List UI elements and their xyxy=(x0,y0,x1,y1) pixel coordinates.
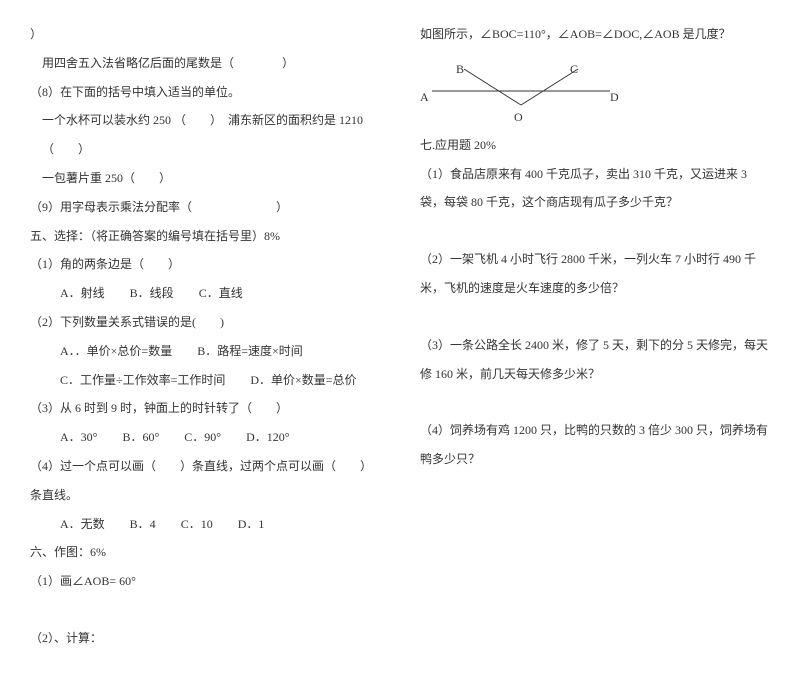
choice-c: C．10 xyxy=(181,517,213,531)
q9: （9）用字母表示乘法分配率（ ） xyxy=(30,193,380,222)
q8: （8）在下面的括号中填入适当的单位。 xyxy=(30,78,380,107)
choice-row: A．射线 B．线段 C．直线 xyxy=(30,279,380,308)
q7-4: （4）饲养场有鸡 1200 只，比鸭的只数的 3 倍少 300 只，饲养场有鸭多… xyxy=(420,416,770,474)
choice-a: A．30° xyxy=(60,430,97,444)
choice-a: A．无数 xyxy=(60,517,105,531)
q7-2: （2）一架飞机 4 小时飞行 2800 千米，一列火车 7 小时行 490 千米… xyxy=(420,245,770,303)
section-6-heading: 六、作图：6% xyxy=(30,538,380,567)
choice-b: B．60° xyxy=(122,430,159,444)
line: 一个水杯可以装水约 250 （ ） 浦东新区的面积约是 1210（ ） xyxy=(30,106,380,164)
choice-d: D．单价×数量=总价 xyxy=(250,373,356,387)
choice-c: C．直线 xyxy=(199,286,243,300)
section-5-heading: 五、选择：（将正确答案的编号填在括号里）8% xyxy=(30,222,380,251)
q1: （1）角的两条边是（ ） xyxy=(30,250,380,279)
q6-2: （2）、计算： xyxy=(30,624,380,653)
choice-b: B．线段 xyxy=(130,286,174,300)
choice-b: B．路程=速度×时间 xyxy=(197,344,303,358)
choice-d: D．120° xyxy=(246,430,289,444)
diagram-question: 如图所示，∠BOC=110°，∠AOB=∠DOC,∠AOB 是几度？ xyxy=(420,20,770,49)
line: 一包薯片重 250（ ） xyxy=(30,164,380,193)
line: 用四舍五入法省略亿后面的尾数是（ ） xyxy=(30,49,380,78)
choice-b: B．4 xyxy=(130,517,156,531)
choice-c: C．工作量÷工作效率=工作时间 xyxy=(60,373,225,387)
q3: （3）从 6 时到 9 时，钟面上的时针转了（ ） xyxy=(30,394,380,423)
q4: （4）过一个点可以画（ ）条直线，过两个点可以画（ ）条直线。 xyxy=(30,452,380,510)
q7-3: （3）一条公路全长 2400 米，修了 5 天，剩下的分 5 天修完，每天修 1… xyxy=(420,331,770,389)
choice-a: A．．单价×总价=数量 xyxy=(60,344,172,358)
q2: （2）下列数量关系式错误的是( ) xyxy=(30,308,380,337)
line: ） xyxy=(30,20,380,49)
choice-a: A．射线 xyxy=(60,286,105,300)
choice-d: D．1 xyxy=(238,517,265,531)
q7-1: （1）食品店原来有 400 千克瓜子，卖出 310 千克，又运进来 3 袋，每袋… xyxy=(420,160,770,218)
angle-diagram: B C A D O xyxy=(420,55,640,125)
choice-row: A．30° B．60° C．90° D．120° xyxy=(30,423,380,452)
section-7-heading: 七.应用题 20% xyxy=(420,131,770,160)
q6-1: （1）画∠AOB= 60° xyxy=(30,567,380,596)
left-column: ） 用四舍五入法省略亿后面的尾数是（ ） （8）在下面的括号中填入适当的单位。 … xyxy=(30,20,380,653)
choice-row: A．．单价×总价=数量 B．路程=速度×时间 xyxy=(30,337,380,366)
angle-svg xyxy=(424,59,624,119)
choice-row: A．无数 B．4 C．10 D．1 xyxy=(30,510,380,539)
choice-row: C．工作量÷工作效率=工作时间 D．单价×数量=总价 xyxy=(30,366,380,395)
right-column: 如图所示，∠BOC=110°，∠AOB=∠DOC,∠AOB 是几度？ B C A… xyxy=(420,20,770,653)
choice-c: C．90° xyxy=(184,430,221,444)
